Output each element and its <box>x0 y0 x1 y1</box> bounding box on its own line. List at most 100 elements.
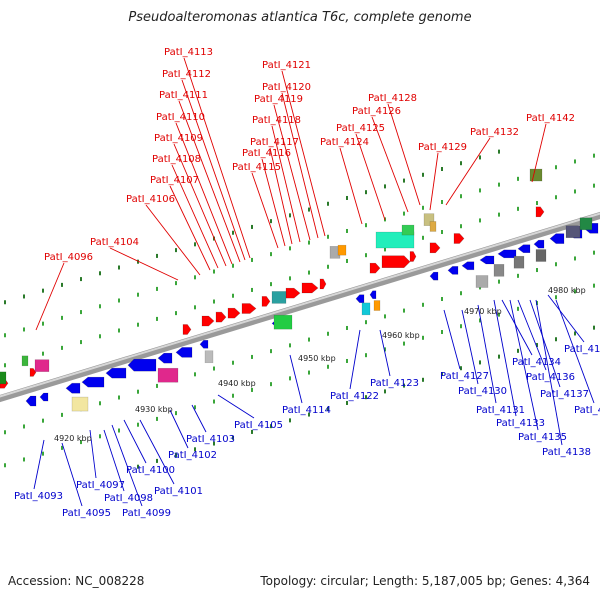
reverse-gene-arrow <box>369 290 377 300</box>
tick-dot <box>517 206 519 211</box>
feature-box <box>337 244 347 256</box>
reverse-gene-arrow <box>533 239 545 249</box>
reverse-gene-arrow <box>355 294 365 304</box>
reverse-gene-label: PatI_4098 <box>104 493 153 504</box>
tick-dot <box>384 389 386 394</box>
tick-dot <box>308 370 310 375</box>
tick-dot <box>403 178 405 183</box>
tick-dot <box>42 418 44 423</box>
tick-dot <box>422 205 424 210</box>
tick-dot <box>327 234 329 239</box>
forward-gene-label: PatI_4142 <box>526 113 575 124</box>
tick-dot <box>118 428 120 433</box>
genome-backbone <box>0 211 600 403</box>
reverse-gene-label: PatI_4131 <box>476 405 525 416</box>
reverse-leader-line <box>547 294 585 343</box>
reverse-leader-line <box>477 304 497 404</box>
tick-dot <box>194 305 196 310</box>
forward-leader-line <box>109 247 179 281</box>
tick-dot <box>574 189 576 194</box>
forward-leader-line <box>169 185 211 271</box>
tick-dot <box>175 248 177 253</box>
reverse-leader-line <box>529 299 561 388</box>
feature-box <box>535 249 547 262</box>
reverse-leader-line <box>61 442 83 507</box>
tick-dot <box>384 184 386 189</box>
forward-leader-line <box>387 103 421 206</box>
tick-dot <box>365 190 367 195</box>
forward-leader-line <box>175 122 233 265</box>
tick-dot <box>441 372 443 377</box>
tick-dot <box>213 441 215 446</box>
forward-gene-label: PatI_4112 <box>162 69 211 80</box>
genome-summary-text: Topology: circular; Length: 5,187,005 bp… <box>260 574 590 588</box>
forward-leader-line <box>251 172 279 249</box>
tick-label: 4930 kbp <box>135 405 173 414</box>
tick-dot <box>346 258 348 263</box>
forward-gene-label: PatI_4128 <box>368 93 417 104</box>
tick-dot <box>194 372 196 377</box>
forward-gene-arrow <box>535 206 545 218</box>
tick-dot <box>4 300 6 305</box>
reverse-gene-label: PatI_4140 <box>574 405 600 416</box>
tick-dot <box>498 182 500 187</box>
tick-dot <box>213 269 215 274</box>
tick-dot <box>460 291 462 296</box>
tick-dot <box>498 354 500 359</box>
tick-dot <box>99 401 101 406</box>
feature-box <box>273 314 293 330</box>
tick-dot <box>574 256 576 261</box>
tick-dot <box>137 389 139 394</box>
reverse-gene-label: PatI_4105 <box>234 420 283 431</box>
tick-dot <box>232 393 234 398</box>
forward-leader-line <box>355 133 386 221</box>
tick-label: 4970 kbp <box>464 307 502 316</box>
feature-box <box>513 255 525 269</box>
reverse-leader-line <box>535 299 563 446</box>
tick-dot <box>403 341 405 346</box>
tick-dot <box>346 195 348 200</box>
reverse-gene-arrow <box>157 352 173 364</box>
forward-gene-label: PatI_4108 <box>152 154 201 165</box>
reverse-gene-label: PatI_4099 <box>122 508 171 519</box>
feature-box <box>34 359 50 372</box>
forward-gene-arrow <box>201 315 215 327</box>
reverse-gene-arrow <box>479 255 495 265</box>
reverse-gene-arrow <box>199 339 209 349</box>
tick-dot <box>517 176 519 181</box>
tick-dot <box>536 201 538 206</box>
reverse-leader-line <box>289 354 303 404</box>
forward-gene-arrow <box>241 303 257 314</box>
tick-dot <box>175 281 177 286</box>
tick-dot <box>80 440 82 445</box>
forward-leader-line <box>531 123 547 183</box>
tick-dot <box>327 331 329 336</box>
tick-dot <box>555 195 557 200</box>
tick-dot <box>479 218 481 223</box>
tick-dot <box>593 325 595 330</box>
tick-dot <box>327 264 329 269</box>
tick-dot <box>365 253 367 258</box>
feature-box <box>373 300 381 311</box>
tick-dot <box>289 376 291 381</box>
feature-box <box>71 396 89 412</box>
tick-dot <box>289 246 291 251</box>
tick-dot <box>403 383 405 388</box>
tick-dot <box>498 149 500 154</box>
tick-dot <box>118 298 120 303</box>
tick-dot <box>61 315 63 320</box>
reverse-gene-label: PatI_4100 <box>126 465 175 476</box>
tick-dot <box>289 276 291 281</box>
tick-dot <box>156 416 158 421</box>
forward-leader-line <box>339 147 363 225</box>
tick-dot <box>422 172 424 177</box>
reverse-gene-label: PatI_4138 <box>542 447 591 458</box>
reverse-gene-arrow <box>447 266 459 275</box>
tick-dot <box>289 418 291 423</box>
reverse-gene-arrow <box>25 395 37 407</box>
tick-dot <box>327 364 329 369</box>
tick-dot <box>365 353 367 358</box>
reverse-leader-line <box>33 439 45 490</box>
forward-leader-line <box>445 137 491 206</box>
reverse-gene-label: PatI_4130 <box>458 386 507 397</box>
